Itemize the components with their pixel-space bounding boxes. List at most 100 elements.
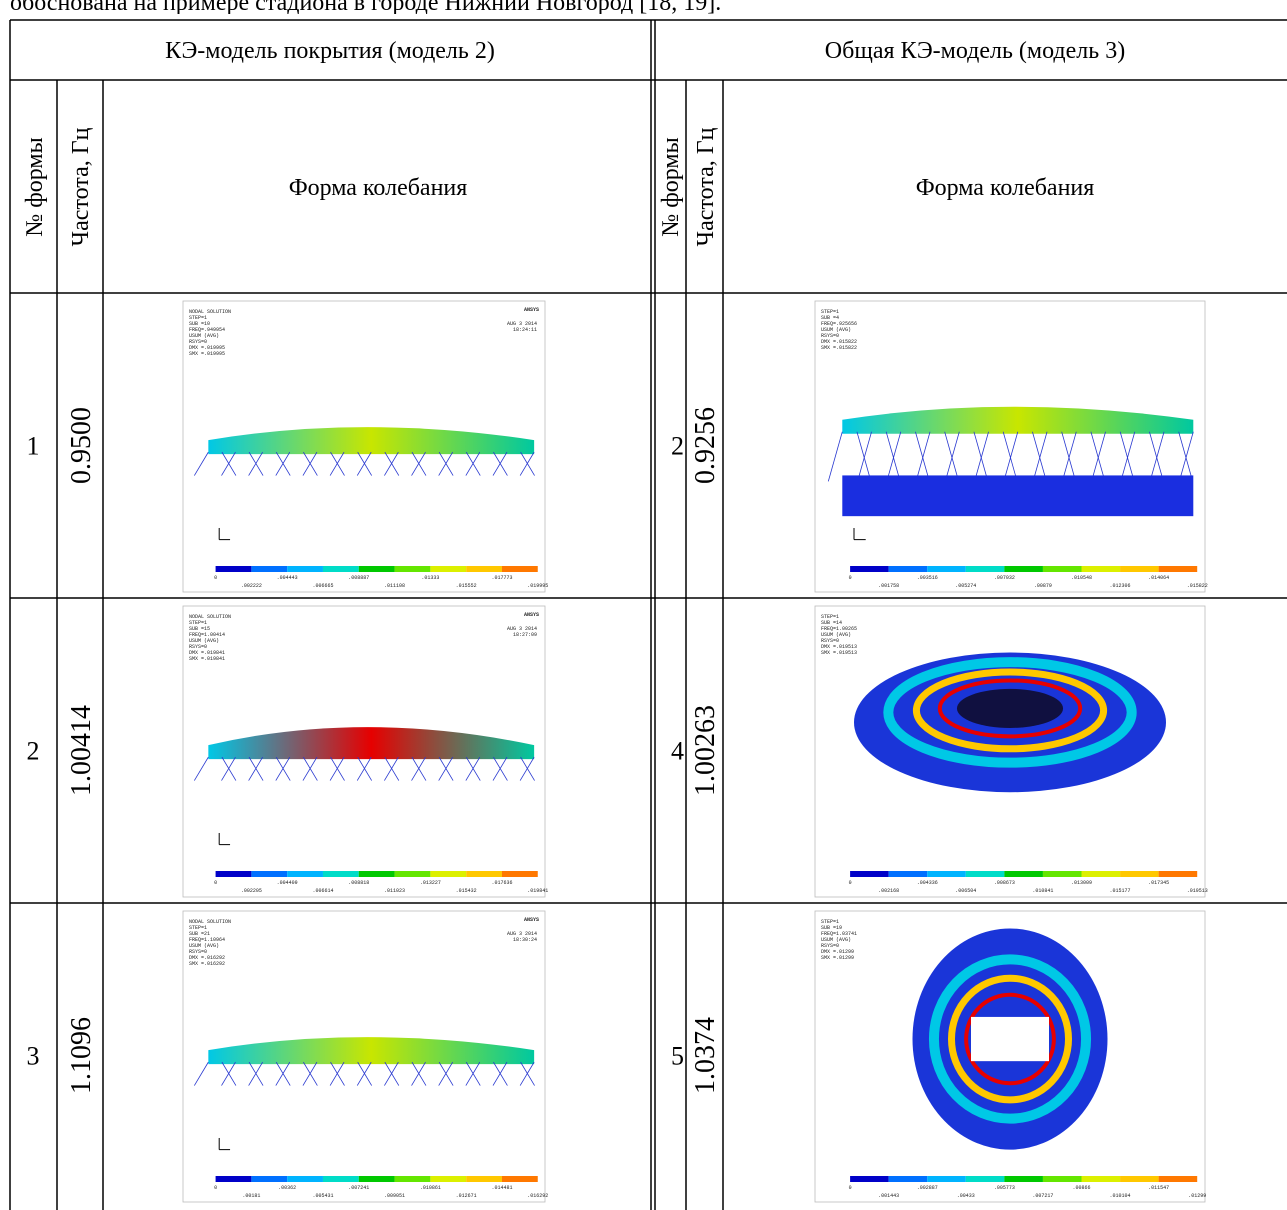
truss — [1090, 431, 1106, 482]
subheader: Частота, Гц — [68, 127, 94, 246]
figure-info: STEP=1 — [189, 620, 207, 626]
figure-info: FREQ=1.00414 — [189, 632, 225, 638]
figure-info: SUB =14 — [821, 620, 842, 626]
figure-info: STEP=1 — [821, 309, 839, 315]
legend-label: .006504 — [955, 888, 976, 894]
truss — [915, 431, 930, 482]
truss — [329, 451, 345, 476]
legend-label: .00879 — [1034, 583, 1052, 589]
figure-brand: ANSYS — [524, 307, 539, 313]
legend-label: .002887 — [917, 1185, 938, 1191]
figure-info: SMX =.01299 — [821, 955, 854, 961]
legend-swatch — [394, 566, 431, 572]
figure-info: SMX =.019995 — [189, 351, 225, 357]
legend-label: .012671 — [456, 1193, 477, 1199]
truss — [275, 1061, 291, 1086]
figure-info: DMX =.016292 — [189, 955, 225, 961]
figure-brand: ANSYS — [524, 612, 539, 618]
structure-inner — [948, 974, 1072, 1104]
truss — [356, 1061, 372, 1086]
legend-swatch — [466, 566, 502, 572]
legend-swatch — [466, 1176, 502, 1182]
truss — [329, 1061, 345, 1086]
legend-swatch — [251, 871, 288, 877]
truss — [1178, 431, 1194, 482]
structure-mid — [883, 657, 1137, 768]
legend-label: .008818 — [348, 880, 369, 886]
frequency: 1.1096 — [66, 1017, 97, 1094]
legend-swatch — [287, 1176, 323, 1182]
truss — [275, 451, 291, 476]
legend-label: .001443 — [878, 1193, 899, 1199]
figure-info: SUB =10 — [189, 321, 210, 327]
truss — [519, 451, 535, 476]
truss — [1003, 431, 1019, 482]
structure-mid — [928, 954, 1092, 1124]
figure-info: USUM (AVG) — [821, 632, 851, 638]
legend-label: .017773 — [491, 575, 512, 581]
figure-info: SUB =4 — [821, 315, 839, 321]
roof — [208, 727, 535, 760]
legend-swatch — [1081, 1176, 1121, 1182]
truss — [1032, 431, 1048, 482]
legend-label: .015822 — [1187, 583, 1208, 589]
mode-number: 2 — [27, 737, 40, 766]
truss — [465, 1061, 481, 1086]
legend-swatch — [1042, 1176, 1082, 1182]
legend-label: .014064 — [1148, 575, 1169, 581]
truss — [885, 431, 901, 482]
figure-info: USUM (AVG) — [189, 638, 219, 644]
figure-info: RSYS=0 — [821, 333, 839, 339]
legend-swatch — [394, 871, 431, 877]
figure-info: DMX =.019841 — [189, 650, 225, 656]
legend-label: .008673 — [994, 880, 1015, 886]
legend-label: .004409 — [277, 880, 298, 886]
truss — [302, 756, 318, 781]
figure-time: 18:27:09 — [513, 632, 537, 638]
mode-number: 2 — [671, 432, 684, 461]
legend-label: .002222 — [241, 583, 262, 589]
figure-info: SMX =.019513 — [821, 650, 857, 656]
figure-date: AUG 3 2014 — [507, 321, 537, 327]
legend-label: 0 — [214, 880, 217, 886]
figure-info: RSYS=0 — [189, 949, 207, 955]
legend-label: .014481 — [491, 1185, 512, 1191]
legend-swatch — [1004, 871, 1043, 877]
column-header: Общая КЭ-модель (модель 3) — [825, 38, 1125, 64]
truss — [438, 756, 454, 781]
roof — [208, 1037, 535, 1065]
truss — [1061, 431, 1077, 482]
legend-label: .015432 — [456, 888, 477, 894]
truss — [329, 756, 345, 781]
legend-swatch — [1004, 1176, 1043, 1182]
truss — [1178, 431, 1194, 482]
figure-info: STEP=1 — [821, 919, 839, 925]
legend-swatch — [215, 871, 252, 877]
legend-label: .013227 — [420, 880, 441, 886]
truss — [438, 1061, 454, 1086]
legend-label: .003516 — [917, 575, 938, 581]
figure-info: RSYS=0 — [821, 943, 839, 949]
mode-number: 3 — [27, 1042, 40, 1071]
figure-info: USUM (AVG) — [189, 333, 219, 339]
mode-number: 4 — [671, 737, 684, 766]
legend-swatch — [1120, 566, 1159, 572]
truss — [411, 756, 426, 781]
frequency: 0.9256 — [690, 407, 721, 484]
legend-label: .004443 — [277, 575, 298, 581]
truss — [519, 756, 535, 781]
structure-core — [937, 678, 1083, 739]
legend-swatch — [1042, 566, 1082, 572]
legend-label: .001758 — [878, 583, 899, 589]
legend-label: .015177 — [1110, 888, 1131, 894]
legend-swatch — [322, 566, 359, 572]
figure-time: 18:24:11 — [513, 327, 537, 333]
mode-number: 5 — [671, 1042, 684, 1071]
legend-swatch — [501, 871, 538, 877]
structure-inner — [912, 668, 1108, 753]
legend-label: .010841 — [1032, 888, 1053, 894]
legend-label: .017636 — [491, 880, 512, 886]
legend-swatch — [287, 871, 323, 877]
legend-label: .005274 — [955, 583, 976, 589]
